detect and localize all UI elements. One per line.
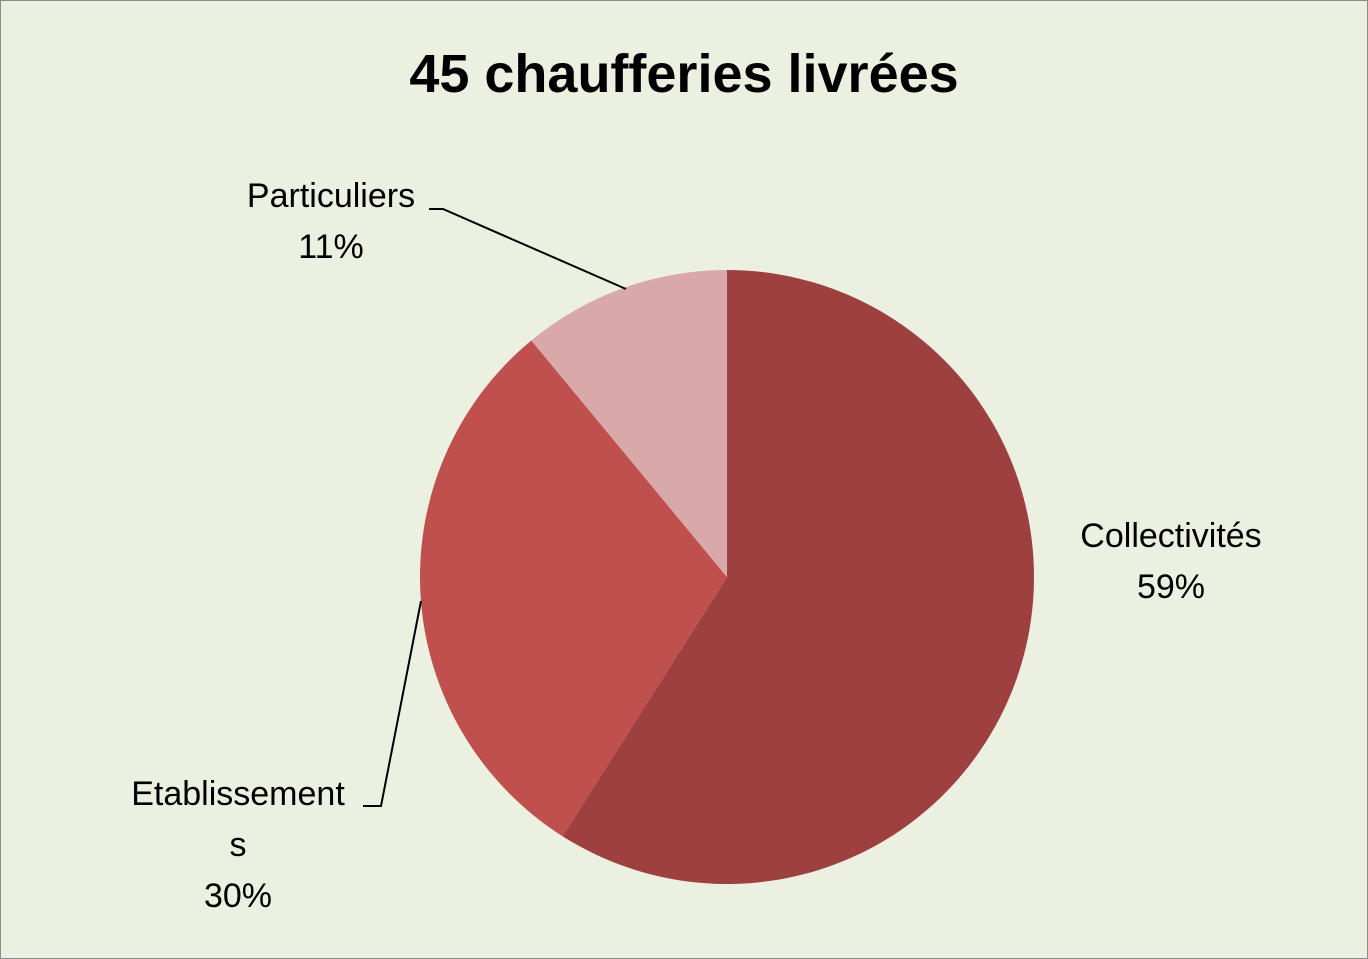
category-label: Collectivités (1080, 517, 1262, 555)
chart-title: 45 chaufferies livrées (409, 44, 959, 104)
value-label: 11% (298, 228, 364, 266)
slices (419, 270, 1034, 884)
leader-line (429, 208, 627, 290)
category-label: Particuliers (246, 177, 416, 215)
pie-slice (419, 340, 727, 837)
slice-label: Collectivités 59% (1061, 511, 1281, 613)
value-label: 30% (203, 877, 273, 915)
slice-label: Particuliers 11% (211, 171, 451, 273)
leader-line (363, 600, 422, 807)
pie-slice (531, 270, 727, 577)
slice-label: Etablissements 30% (127, 769, 349, 922)
category-label: Etablissements (131, 775, 345, 864)
pie-slice (562, 270, 1034, 884)
value-label: 59% (1136, 568, 1206, 606)
